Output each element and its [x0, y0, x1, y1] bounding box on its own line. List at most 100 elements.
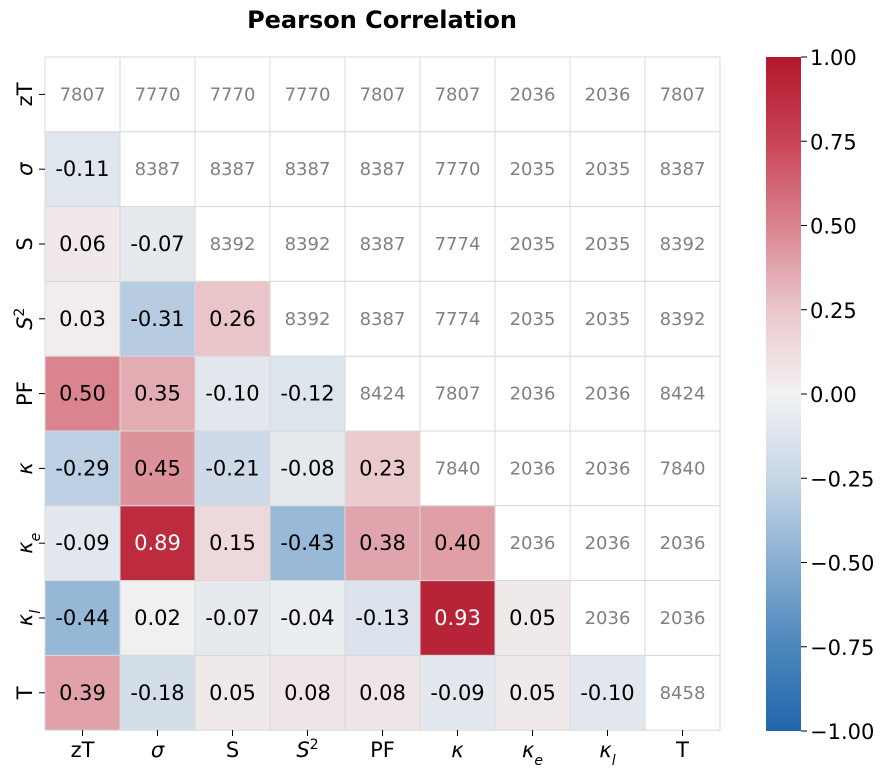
cell-correlation-label: 0.38 — [359, 531, 406, 555]
heatmap-cell-8-8 — [644, 654, 721, 731]
cell-correlation-label: 0.08 — [284, 681, 331, 705]
cell-count-label: 8387 — [360, 234, 406, 255]
heatmap-cell-5-5 — [419, 430, 496, 507]
heatmap-cell-1-3 — [269, 131, 346, 208]
colorbar-tick-label: −0.25 — [810, 467, 874, 491]
heatmap-cell-1-7 — [569, 131, 646, 208]
heatmap-cell-3-7 — [569, 280, 646, 357]
heatmap-cell-6-1 — [119, 505, 196, 582]
heatmap-cell-7-5 — [419, 580, 496, 656]
cell-correlation-label: 0.40 — [434, 531, 481, 555]
cell-count-label: 2035 — [510, 234, 556, 255]
heatmap-cell-8-6 — [494, 654, 571, 731]
cell-count-label: 8392 — [285, 309, 331, 330]
cell-correlation-label: 0.50 — [59, 382, 106, 406]
cell-count-label: 7770 — [435, 159, 481, 180]
heatmap-cell-2-2 — [194, 206, 271, 282]
heatmap-cell-3-1 — [119, 280, 196, 357]
y-tick-label: κ — [13, 462, 37, 475]
cell-count-label: 2036 — [510, 458, 556, 479]
colorbar-tick-label: 0.75 — [810, 130, 857, 154]
cell-count-label: 2036 — [585, 384, 631, 405]
cell-count-label: 7840 — [660, 458, 706, 479]
cell-count-label: 2035 — [510, 159, 556, 180]
cell-count-label: 8458 — [660, 683, 706, 704]
cell-correlation-label: -0.08 — [280, 456, 334, 480]
cell-correlation-label: -0.31 — [130, 307, 184, 331]
cell-count-label: 7840 — [435, 458, 481, 479]
heatmap-cell-2-3 — [269, 206, 346, 282]
cell-correlation-label: -0.44 — [55, 606, 109, 630]
heatmap-cell-3-0 — [44, 280, 121, 357]
cell-correlation-label: 0.23 — [359, 456, 406, 480]
heatmap-cell-7-3 — [269, 580, 346, 656]
heatmap-cell-0-4 — [344, 56, 421, 133]
cell-count-label: 2036 — [585, 608, 631, 629]
heatmap-cell-5-8 — [644, 430, 721, 507]
heatmap-cell-6-4 — [344, 505, 421, 582]
cell-count-label: 7807 — [660, 84, 706, 105]
cell-count-label: 8392 — [660, 234, 706, 255]
heatmap-cell-1-4 — [344, 131, 421, 208]
colorbar-tick-label: 0.50 — [810, 215, 857, 239]
heatmap-cell-4-5 — [419, 355, 496, 432]
cell-correlation-label: 0.02 — [134, 606, 181, 630]
heatmap-cell-0-5 — [419, 56, 496, 133]
colorbar-scale — [766, 57, 801, 731]
x-tick-label: S — [226, 738, 239, 762]
cell-correlation-label: 0.05 — [509, 606, 556, 630]
cell-count-label: 8387 — [135, 159, 181, 180]
cell-count-label: 7770 — [135, 84, 181, 105]
colorbar-tick-label: 1.00 — [810, 46, 857, 70]
cell-correlation-label: -0.09 — [430, 681, 484, 705]
heatmap-cell-6-0 — [44, 505, 121, 582]
cell-count-label: 8392 — [210, 234, 256, 255]
heatmap-cell-4-6 — [494, 355, 571, 432]
y-axis-tick-labels: zT σ S S2 PF κ κe κl T — [12, 82, 45, 700]
x-axis-tick-labels: zT σ S S2 PF κ κe κl T — [71, 730, 689, 769]
cell-count-label: 2035 — [585, 309, 631, 330]
heatmap-cell-5-0 — [44, 430, 121, 507]
cell-count-label: 8387 — [660, 159, 706, 180]
heatmap-cell-4-8 — [644, 355, 721, 432]
heatmap-cell-7-6 — [494, 580, 571, 656]
heatmap-cell-8-3 — [269, 654, 346, 731]
heatmap-cell-8-5 — [419, 654, 496, 731]
cell-correlation-label: 0.05 — [209, 681, 256, 705]
heatmap-cell-8-4 — [344, 654, 421, 731]
heatmap-cell-1-0 — [44, 131, 121, 208]
heatmap-cell-2-4 — [344, 206, 421, 282]
heatmap-cell-5-2 — [194, 430, 271, 507]
heatmap-cell-1-8 — [644, 131, 721, 208]
cell-count-label: 2036 — [585, 84, 631, 105]
cell-correlation-label: -0.21 — [205, 456, 259, 480]
y-tick-label: PF — [13, 381, 37, 406]
heatmap-cell-5-4 — [344, 430, 421, 507]
heatmap-cell-1-6 — [494, 131, 571, 208]
cell-correlation-label: 0.03 — [59, 307, 106, 331]
y-tick-label: T — [13, 686, 37, 700]
heatmap-cell-4-2 — [194, 355, 271, 432]
cell-correlation-label: 0.45 — [134, 456, 181, 480]
y-tick-label: zT — [13, 82, 37, 106]
cell-count-label: 2035 — [510, 309, 556, 330]
x-tick-label: κe — [522, 738, 543, 769]
heatmap-cell-3-8 — [644, 280, 721, 357]
colorbar-tick-label: −0.50 — [810, 552, 874, 576]
heatmap-cell-5-7 — [569, 430, 646, 507]
cell-correlation-label: -0.10 — [205, 382, 259, 406]
heatmap-cell-6-6 — [494, 505, 571, 582]
cell-correlation-label: -0.12 — [280, 382, 334, 406]
x-tick-label: T — [675, 738, 689, 762]
heatmap-cell-2-8 — [644, 206, 721, 282]
cell-correlation-label: -0.04 — [280, 606, 334, 630]
cell-count-label: 7807 — [60, 84, 106, 105]
cell-correlation-label: 0.89 — [134, 531, 181, 555]
cell-correlation-label: 0.05 — [509, 681, 556, 705]
cell-correlation-label: 0.26 — [209, 307, 256, 331]
heatmap-cell-1-2 — [194, 131, 271, 208]
heatmap-cell-5-3 — [269, 430, 346, 507]
heatmap-cell-0-2 — [194, 56, 271, 133]
heatmap-cell-8-1 — [119, 654, 196, 731]
cell-count-label: 8387 — [360, 309, 406, 330]
